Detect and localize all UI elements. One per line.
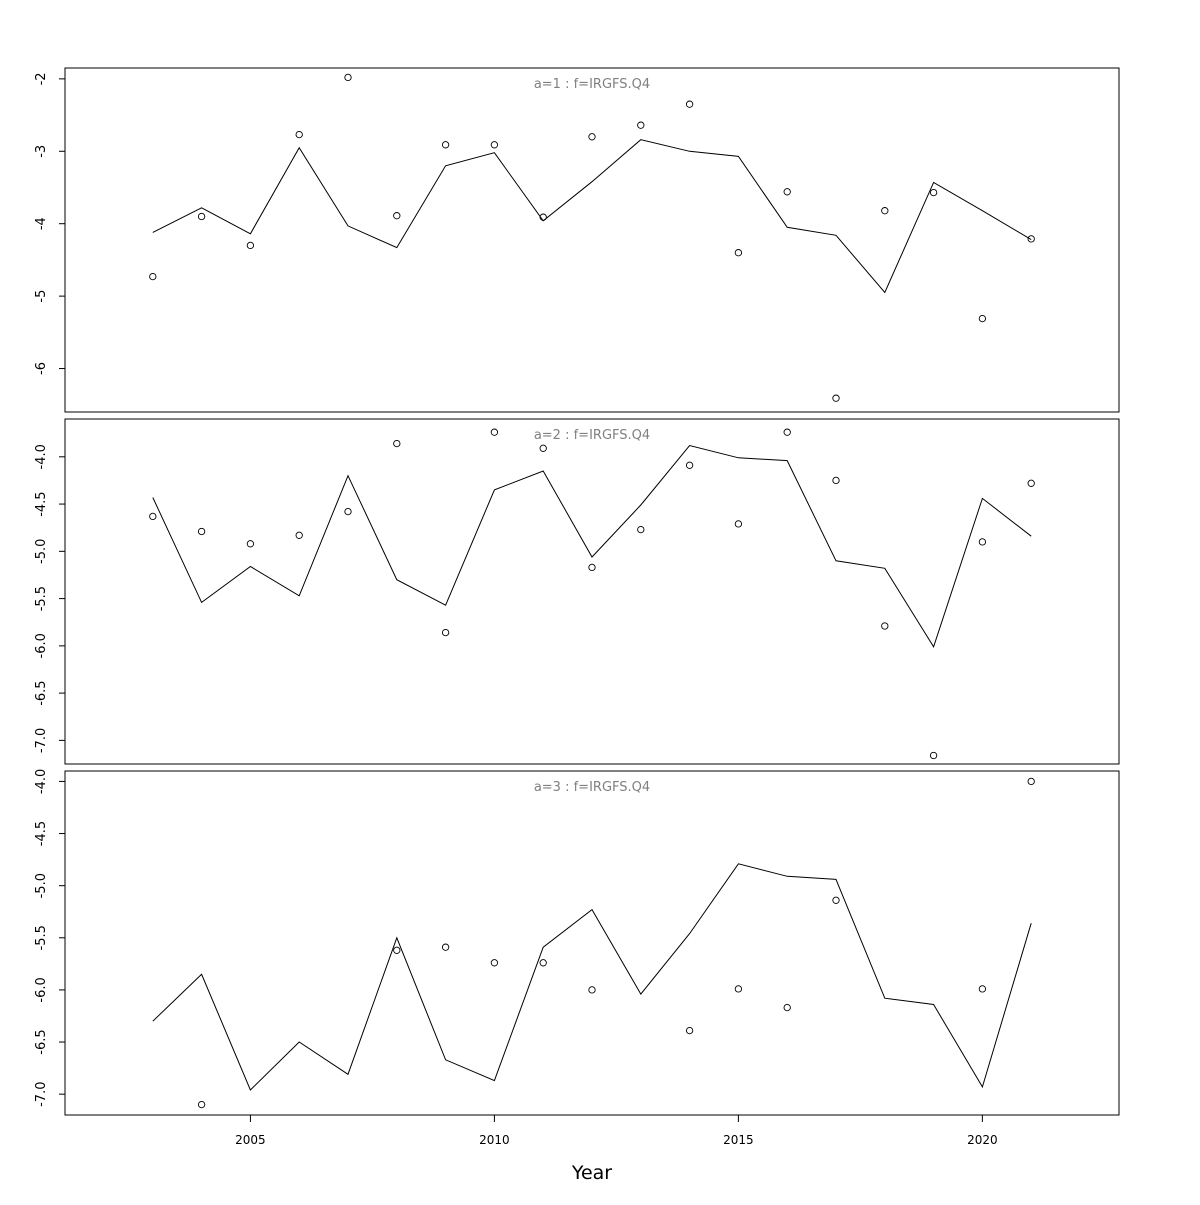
series-line: [152, 444, 1032, 648]
x-axis-label: Year: [571, 1162, 612, 1184]
data-point: [490, 141, 499, 149]
data-point: [1027, 777, 1035, 786]
data-point: [637, 121, 645, 129]
data-point: [734, 520, 743, 528]
data-point: [881, 207, 889, 215]
y-tick-label: -4.5: [34, 821, 49, 846]
data-point: [539, 444, 547, 452]
data-point: [685, 100, 694, 108]
y-tick-label: -6.5: [34, 1029, 49, 1054]
data-point: [832, 896, 840, 904]
y-tick-label: -5: [34, 290, 49, 303]
data-point: [490, 428, 499, 436]
y-tick-label: -6: [34, 362, 49, 375]
data-point: [393, 212, 401, 220]
data-point: [588, 133, 596, 141]
y-tick-label: -4: [34, 217, 49, 230]
panel-title: a=1 : f=IRGFS.Q4: [534, 77, 650, 92]
panel-1: a=1 : f=IRGFS.Q4 -2 -3 -4 -5 -6: [34, 67, 1120, 413]
data-point: [588, 986, 596, 994]
data-point: [441, 141, 450, 149]
data-point: [929, 751, 938, 760]
data-point: [490, 959, 499, 967]
data-point: [588, 563, 596, 572]
data-point: [832, 476, 840, 485]
y-tick-label: -5.0: [34, 873, 49, 898]
panel-2: a=2 : f=IRGFS.Q4 -4.0 -4.5 -5.0 -5.5 -6.0 -6.5…: [34, 418, 1120, 765]
y-tick-label: -4.0: [34, 444, 49, 469]
data-point: [734, 249, 743, 257]
data-point: [149, 512, 157, 521]
series-line: [152, 139, 1032, 294]
x-tick-label: 2015: [723, 1133, 754, 1147]
y-tick-label: -6.0: [34, 633, 49, 658]
panel-3: a=3 : f=IRGFS.Q4 -4.0 -4.5 -5.0 -5.5 -6.0 -6.5…: [34, 769, 1120, 1116]
data-point: [295, 130, 303, 139]
data-point: [344, 507, 352, 516]
data-point: [685, 1026, 694, 1035]
data-point: [637, 525, 645, 534]
y-tick-label: -5.5: [34, 925, 49, 950]
y-tick-label: -5.0: [34, 539, 49, 564]
y-tick-label: -7.0: [34, 728, 49, 753]
y-tick-label: -4.5: [34, 491, 49, 516]
panel-frame: [64, 67, 1120, 413]
panel-title: a=2 : f=IRGFS.Q4: [534, 428, 650, 443]
panel-title: a=3 : f=IRGFS.Q4: [534, 780, 650, 795]
data-point: [1027, 479, 1035, 487]
y-tick-label: -2: [34, 72, 49, 85]
data-point: [978, 538, 987, 546]
y-tick-label: -4.0: [34, 769, 49, 794]
y-tick-label: -6.5: [34, 680, 49, 705]
data-point: [295, 531, 303, 539]
data-point: [441, 628, 450, 637]
data-point: [685, 461, 694, 469]
data-point: [246, 540, 255, 548]
data-point: [783, 188, 791, 196]
data-point: [978, 314, 987, 323]
y-tick-label: -3: [34, 145, 49, 158]
data-point: [393, 439, 401, 448]
data-point: [1027, 235, 1035, 243]
data-point: [197, 527, 206, 536]
y-tick-label: -5.5: [34, 586, 49, 611]
x-axis: 2005 2010 2015 2020: [235, 1114, 998, 1147]
series-line: [152, 863, 1032, 1091]
y-tick-label: -7.0: [34, 1082, 49, 1107]
data-point: [441, 943, 450, 951]
data-point: [832, 394, 840, 402]
data-point: [734, 985, 743, 993]
y-tick-label: -6.0: [34, 977, 49, 1002]
data-point: [978, 985, 987, 993]
x-tick-label: 2020: [967, 1133, 998, 1147]
data-point: [881, 622, 889, 630]
panel-frame: [64, 770, 1120, 1116]
data-point: [783, 428, 791, 436]
x-tick-label: 2010: [479, 1133, 510, 1147]
data-point: [393, 946, 401, 954]
x-tick-label: 2005: [235, 1133, 266, 1147]
data-point: [783, 1003, 791, 1012]
data-point: [539, 959, 547, 967]
data-point: [344, 73, 352, 82]
data-point: [929, 188, 938, 197]
data-point: [197, 1100, 206, 1109]
panel-frame: [64, 418, 1120, 765]
data-point: [197, 212, 206, 221]
data-point: [246, 241, 255, 250]
data-point: [149, 272, 157, 281]
